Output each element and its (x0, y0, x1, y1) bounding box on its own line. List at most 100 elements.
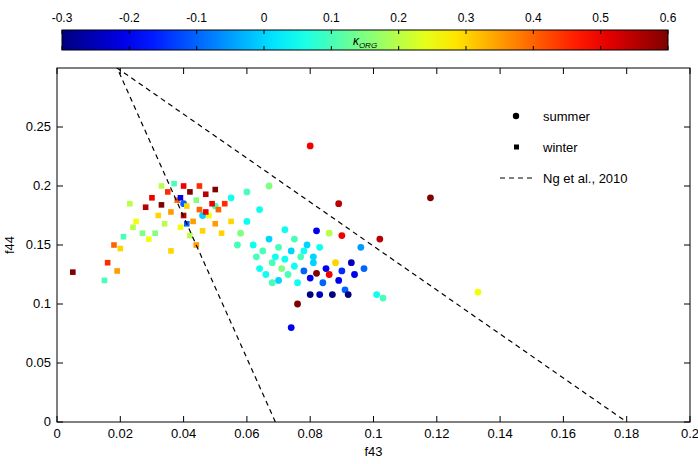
point (307, 275, 314, 282)
point (310, 259, 317, 266)
point (266, 183, 273, 190)
x-tick (563, 68, 564, 74)
plot-marks (70, 68, 627, 422)
legend-box (495, 92, 680, 197)
colorbar-tick (264, 30, 265, 34)
legend-symbol (514, 145, 519, 150)
x-tick-label: 0.14 (487, 426, 512, 441)
y-tick (684, 363, 690, 364)
point (165, 189, 171, 195)
colorbar-tick (466, 30, 467, 34)
point (152, 230, 158, 236)
point (316, 291, 323, 298)
point (278, 265, 285, 272)
y-tick (684, 186, 690, 187)
y-tick-label: 0.2 (33, 178, 51, 193)
x-tick (120, 416, 121, 422)
point (190, 219, 196, 225)
point (200, 228, 206, 234)
point (111, 242, 117, 248)
x-tick (500, 416, 501, 422)
colorbar-tick-label: 0.1 (323, 11, 340, 25)
x-tick (436, 416, 437, 422)
point (285, 271, 292, 278)
point (146, 236, 152, 242)
x-tick (436, 68, 437, 74)
point (168, 209, 174, 215)
y-tick (684, 245, 690, 246)
plot-frame (57, 68, 690, 422)
point (187, 233, 193, 239)
point (326, 230, 333, 237)
point (294, 301, 301, 308)
legend-label: winter (542, 140, 578, 155)
x-tick-label: 0.1 (364, 426, 382, 441)
point (313, 270, 320, 277)
point (219, 230, 225, 236)
x-tick (563, 416, 564, 422)
point (338, 232, 345, 239)
y-tick (57, 363, 63, 364)
point (323, 265, 330, 272)
point (373, 291, 380, 298)
colorbar-tick (264, 46, 265, 50)
x-tick (500, 68, 501, 74)
colorbar-tick (62, 30, 63, 34)
colorbar-tick (129, 30, 130, 34)
colorbar-tick (533, 30, 534, 34)
x-tick-label: 0 (53, 426, 60, 441)
point (178, 225, 184, 231)
point (203, 191, 209, 197)
point (181, 183, 187, 189)
y-tick-label: 0.05 (26, 355, 51, 370)
x-axis-label: f43 (364, 444, 382, 459)
y-tick (684, 304, 690, 305)
colorbar-tick (331, 46, 332, 50)
point (269, 279, 276, 286)
point (228, 219, 234, 225)
point (351, 271, 358, 278)
point (269, 259, 276, 266)
x-tick (310, 68, 311, 74)
point (256, 265, 263, 272)
point (212, 187, 218, 193)
colorbar-tick-label: -0.3 (52, 11, 73, 25)
y-tick (57, 304, 63, 305)
colorbar-tick (398, 30, 399, 34)
plot-area (57, 68, 690, 422)
point (275, 244, 282, 251)
point (256, 206, 263, 213)
point (427, 194, 434, 201)
point (335, 277, 342, 284)
point (345, 291, 352, 298)
point (102, 278, 108, 284)
colorbar-tick (196, 30, 197, 34)
colorbar-tick (600, 46, 601, 50)
point (313, 227, 320, 234)
y-tick-label: 0.15 (26, 237, 51, 252)
point (244, 189, 251, 196)
point (361, 265, 368, 272)
colorbar-tick (196, 46, 197, 50)
point (114, 268, 120, 274)
x-tick-label: 0.12 (424, 426, 449, 441)
legend-symbol (500, 177, 535, 178)
legend-label: summer (543, 109, 591, 124)
point (228, 194, 235, 201)
legend-symbol (513, 113, 519, 119)
point (155, 213, 161, 219)
colorbar-tick (533, 46, 534, 50)
x-tick-label: 0.02 (108, 426, 133, 441)
point (234, 242, 241, 249)
y-axis-label: f44 (2, 236, 17, 254)
point (272, 253, 279, 260)
point (335, 200, 342, 207)
point (140, 230, 146, 236)
point (266, 236, 273, 243)
x-tick-label: 0.16 (551, 426, 576, 441)
point (149, 195, 155, 201)
colorbar-label-sub: ORG (359, 41, 377, 50)
point (291, 263, 298, 270)
y-tick (57, 245, 63, 246)
colorbar-tick (398, 46, 399, 50)
